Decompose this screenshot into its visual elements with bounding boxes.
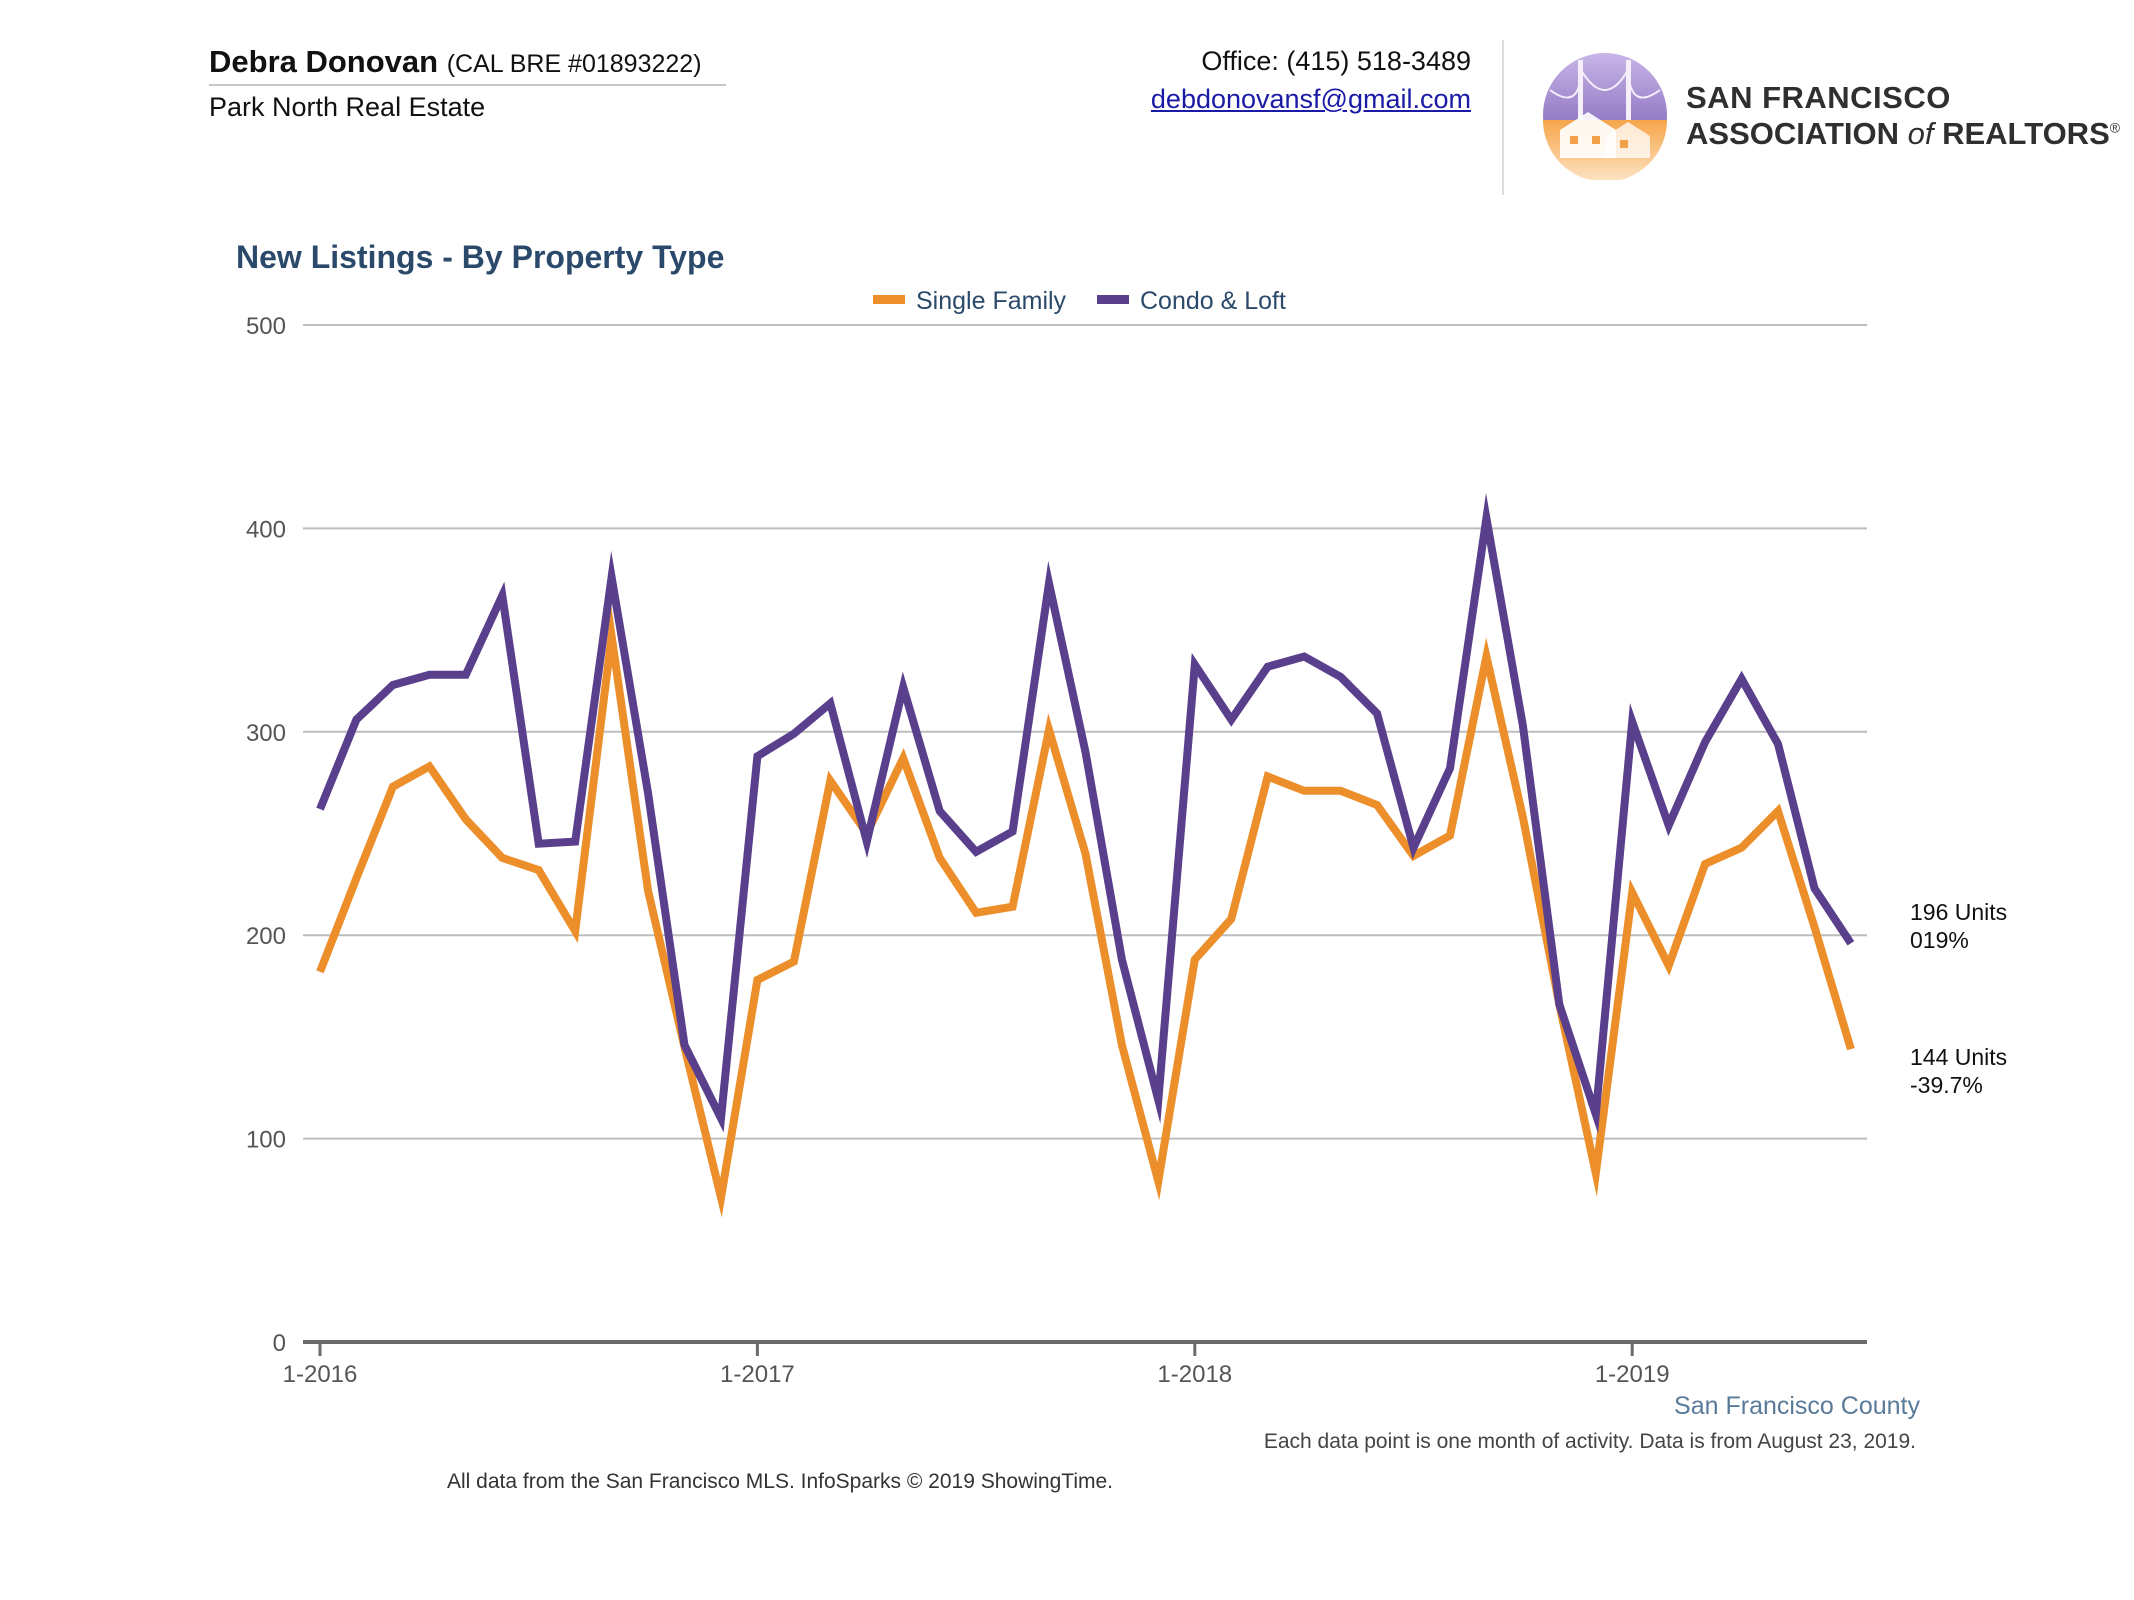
- end-label-condo-pct: 019%: [1910, 927, 1969, 953]
- x-tick-label: 1-2019: [1595, 1361, 1670, 1388]
- legend-label-condo-loft: Condo & Loft: [1140, 287, 1286, 315]
- x-tick-label: 1-2017: [720, 1361, 795, 1388]
- y-tick-label: 400: [246, 516, 286, 543]
- end-label-single-family: 144 Units -39.7%: [1910, 1043, 2007, 1099]
- registered-mark: ®: [2109, 119, 2121, 136]
- org-name-line2: ASSOCIATION of REALTORS®: [1686, 116, 2120, 152]
- office-phone: Office: (415) 518-3489: [1201, 46, 1471, 76]
- x-tick-label: 1-2018: [1157, 1361, 1232, 1388]
- end-label-condo-loft: 196 Units 019%: [1910, 898, 2007, 954]
- end-label-condo-units: 196 Units: [1910, 899, 2008, 925]
- county-label: San Francisco County: [1674, 1392, 1920, 1420]
- series-lines: [316, 492, 1855, 1218]
- agent-company: Park North Real Estate: [209, 92, 486, 122]
- org-name-realtors: REALTORS: [1942, 116, 2110, 151]
- y-tick-label: 0: [273, 1330, 286, 1357]
- legend-label-single-family: Single Family: [916, 287, 1067, 315]
- y-tick-label: 500: [246, 313, 286, 340]
- chart-title: New Listings - By Property Type: [236, 239, 725, 275]
- legend-swatch-condo-loft: [1097, 295, 1129, 304]
- org-name-line1: SAN FRANCISCO: [1686, 80, 1951, 115]
- data-footnote: Each data point is one month of activity…: [1263, 1430, 1916, 1453]
- agent-name-text: Debra Donovan: [209, 44, 439, 79]
- axes: 0 100 200 300 400 500 1-2016 1-2017 1-2018 1-2019: [246, 313, 1867, 1388]
- org-name-of: of: [1907, 116, 1934, 151]
- email-link[interactable]: debdonovansf@gmail.com: [1150, 84, 1471, 114]
- sfar-logo-icon: [1543, 53, 1667, 180]
- source-line: All data from the San Francisco MLS. Inf…: [446, 1470, 1113, 1493]
- y-tick-label: 300: [246, 720, 286, 747]
- legend: Single Family Condo & Loft: [873, 287, 1286, 315]
- agent-divider: [209, 84, 726, 86]
- y-tick-label: 100: [246, 1127, 286, 1154]
- x-tick-label: 1-2016: [283, 1361, 358, 1388]
- y-tick-label: 200: [246, 923, 286, 950]
- series-line-condo-loft: [316, 492, 1855, 1134]
- legend-swatch-single-family: [873, 295, 905, 304]
- agent-license: (CAL BRE #01893222): [446, 50, 702, 78]
- series-line-single-family: [316, 605, 1855, 1218]
- end-label-sf-units: 144 Units: [1910, 1044, 2008, 1070]
- end-label-sf-pct: -39.7%: [1910, 1072, 1983, 1098]
- org-name-association: ASSOCIATION: [1686, 116, 1899, 151]
- agent-name: Debra Donovan (CAL BRE #01893222): [209, 44, 702, 80]
- header-divider: [1502, 40, 1504, 195]
